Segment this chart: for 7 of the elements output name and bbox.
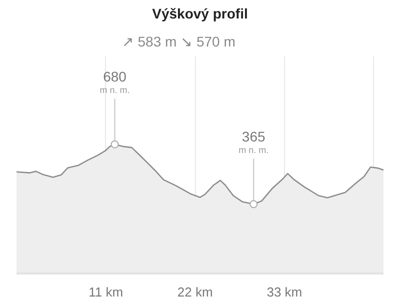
x-tick-label: 22 km (177, 284, 213, 300)
chart-title: Výškový profil (152, 6, 248, 22)
text: ↗ 583 m ↘ 570 m (122, 34, 236, 50)
data-label: 680 m n. m. (100, 68, 130, 95)
data-label: 365 m n. m. (238, 128, 269, 155)
x-tick-label: 33 km (266, 284, 302, 300)
x-tick-label: 11 km (88, 284, 124, 300)
